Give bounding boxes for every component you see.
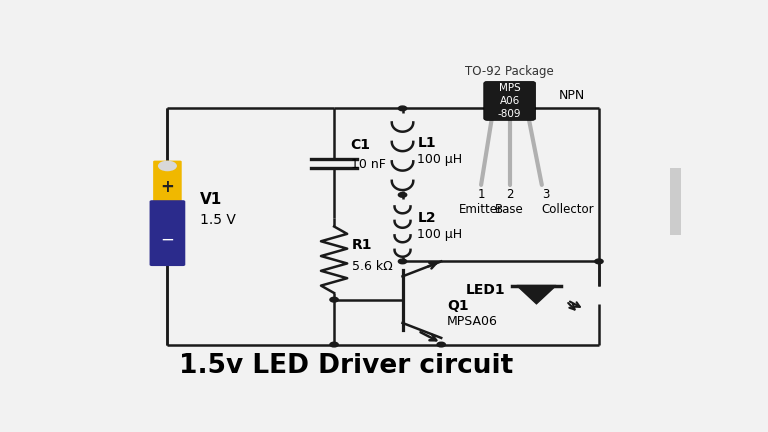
Text: +: + [161, 178, 174, 196]
Text: MPS
A06
-809: MPS A06 -809 [498, 83, 521, 119]
Text: 10 nF: 10 nF [351, 159, 386, 172]
Text: 5.6 kΩ: 5.6 kΩ [352, 260, 392, 273]
FancyBboxPatch shape [150, 200, 185, 266]
Text: NPN: NPN [559, 89, 585, 102]
Circle shape [399, 106, 407, 111]
Text: LED1: LED1 [465, 283, 505, 297]
Circle shape [330, 297, 338, 302]
Text: C1: C1 [351, 138, 371, 152]
Text: V1: V1 [200, 192, 223, 207]
Text: L1: L1 [418, 137, 436, 150]
Circle shape [158, 161, 177, 171]
Text: R1: R1 [352, 238, 372, 252]
Text: 1
Emitter: 1 Emitter [459, 188, 503, 216]
Circle shape [594, 259, 603, 264]
Text: −: − [161, 231, 174, 249]
Text: MPSA06: MPSA06 [447, 315, 498, 328]
Text: 100 μH: 100 μH [418, 153, 462, 166]
Text: 2
Base: 2 Base [495, 188, 524, 216]
FancyBboxPatch shape [484, 82, 535, 121]
Text: Q1: Q1 [447, 299, 468, 313]
Text: 3
Collector: 3 Collector [541, 188, 594, 216]
Circle shape [330, 342, 338, 347]
Circle shape [437, 342, 445, 347]
Circle shape [399, 193, 407, 197]
Text: L2: L2 [418, 211, 436, 225]
Text: TO-92 Package: TO-92 Package [465, 66, 554, 79]
Circle shape [399, 259, 407, 264]
Bar [670, 168, 681, 235]
FancyBboxPatch shape [153, 161, 182, 203]
Text: 1.5 V: 1.5 V [200, 213, 236, 227]
Text: 1.5v LED Driver circuit: 1.5v LED Driver circuit [179, 353, 513, 379]
Polygon shape [517, 286, 556, 304]
Text: 100 μH: 100 μH [418, 228, 462, 241]
